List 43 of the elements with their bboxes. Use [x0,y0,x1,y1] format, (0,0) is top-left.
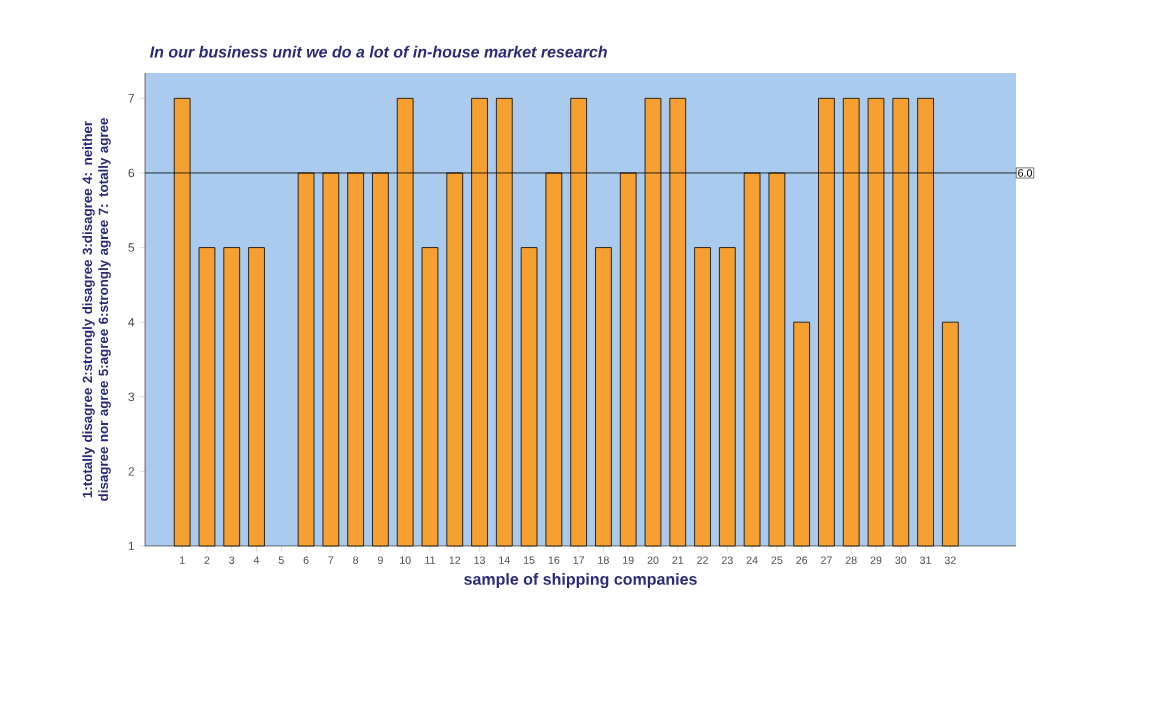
x-tick-label: 22 [697,556,708,564]
x-tick-label: 10 [400,556,411,564]
x-tick-label: 3 [229,556,235,564]
y-tick-label: 2 [128,467,134,476]
x-tick-label: 8 [353,556,359,564]
y-tick-label: 4 [128,318,135,327]
x-tick-label: 28 [845,556,857,564]
x-tick-label: 20 [647,556,659,564]
x-axis-title: sample of shipping companies [464,573,697,589]
x-tick-label: 21 [672,556,684,564]
x-tick-label: 29 [870,556,882,564]
x-tick-label: 1 [180,556,185,564]
y-axis-title: 1:totally disagree 2:strongly disagree 3:disagree 4: neither disagree nor agree 5:agree 6:strongly agree 7: totally agree [82,118,111,501]
x-tick-label: 5 [278,556,284,564]
ref-line-label: 6.0 [1018,169,1033,177]
x-tick-label: 16 [548,556,560,564]
y-tick-label: 7 [128,94,134,103]
x-tick-label: 12 [449,556,461,564]
y-tick-label: 5 [128,243,135,252]
y-tick-label: 6 [128,168,135,178]
y-tick-label: 3 [128,392,135,402]
x-tick-label: 32 [944,556,956,564]
x-tick-label: 31 [920,556,931,564]
x-tick-label: 2 [204,556,210,564]
x-tick-label: 6 [303,556,309,564]
x-tick-label: 25 [771,556,783,564]
x-tick-label: 19 [623,556,634,564]
x-tick-label: 4 [253,556,260,564]
x-tick-label: 27 [821,556,832,564]
x-tick-label: 18 [598,556,609,564]
x-tick-label: 24 [746,556,758,564]
chart-title: In our business unit we do a lot of in-house market research [149,45,607,58]
x-tick-label: 23 [721,556,733,564]
x-tick-label: 11 [425,556,435,564]
x-tick-label: 13 [474,556,485,564]
x-tick-label: 9 [377,556,383,564]
x-tick-label: 17 [573,556,585,564]
x-tick-label: 30 [895,556,907,564]
x-tick-label: 14 [499,556,510,564]
x-tick-label: 15 [523,556,535,564]
x-tick-label: 7 [328,556,334,564]
y-tick-label: 1 [128,541,135,551]
x-tick-label: 26 [796,556,808,564]
